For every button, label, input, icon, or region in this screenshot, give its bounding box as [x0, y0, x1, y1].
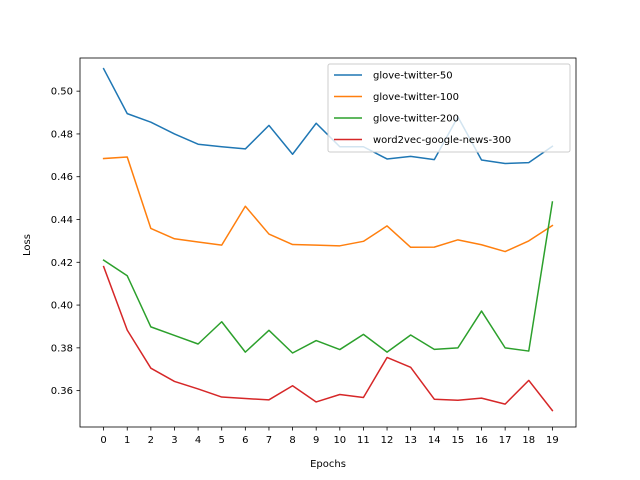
x-tick-label-16: 16: [475, 435, 488, 446]
x-tick-label-4: 4: [195, 435, 201, 446]
series-layer: [102, 67, 554, 412]
x-tick-label-3: 3: [171, 435, 177, 446]
y-tick-label-3: 0.42: [51, 258, 73, 269]
y-tick-label-6: 0.48: [51, 129, 73, 140]
x-tick-label-5: 5: [219, 435, 225, 446]
x-tick-label-13: 13: [404, 435, 417, 446]
x-tick-label-19: 19: [546, 435, 559, 446]
y-axis-label: Loss: [22, 234, 33, 256]
x-tick-label-18: 18: [522, 435, 535, 446]
y-tick-label-4: 0.44: [51, 215, 73, 226]
x-tick-label-15: 15: [452, 435, 465, 446]
x-tick-label-2: 2: [148, 435, 154, 446]
axes-frame: [79, 57, 577, 428]
x-tick-label-7: 7: [266, 435, 272, 446]
x-axis-label: Epochs: [310, 459, 346, 470]
x-tick-label-1: 1: [124, 435, 130, 446]
x-tick-label-12: 12: [381, 435, 394, 446]
y-tick-label-7: 0.50: [51, 87, 73, 98]
legend: glove-twitter-50 glove-twitter-100 glove-t…: [327, 63, 571, 153]
x-tick-label-6: 6: [242, 435, 248, 446]
y-tick-label-1: 0.38: [51, 343, 73, 354]
axes-layer: 0 1 2 3 4 5 6 7 8 9 10 11 12 13 14 15 16 17 18 190.360.380.…: [51, 57, 577, 446]
legend-box: [327, 63, 571, 153]
x-tick-label-10: 10: [333, 435, 346, 446]
x-tick-label-14: 14: [428, 435, 441, 446]
x-tick-label-11: 11: [357, 435, 370, 446]
x-tick-label-8: 8: [289, 435, 295, 446]
y-tick-label-2: 0.40: [51, 301, 73, 312]
x-tick-label-17: 17: [499, 435, 512, 446]
series-line-1: [102, 156, 554, 253]
legend-label-2: glove-twitter-200: [373, 114, 459, 125]
legend-label-3: word2vec-google-news-300: [373, 135, 511, 146]
x-tick-label-0: 0: [100, 435, 106, 446]
x-tick-label-9: 9: [313, 435, 319, 446]
y-tick-label-0: 0.36: [51, 386, 73, 397]
y-tick-label-5: 0.46: [51, 172, 73, 183]
series-line-3: [102, 265, 554, 412]
legend-label-0: glove-twitter-50: [373, 71, 453, 82]
series-line-2: [102, 201, 554, 354]
legend-label-1: glove-twitter-100: [373, 92, 459, 103]
